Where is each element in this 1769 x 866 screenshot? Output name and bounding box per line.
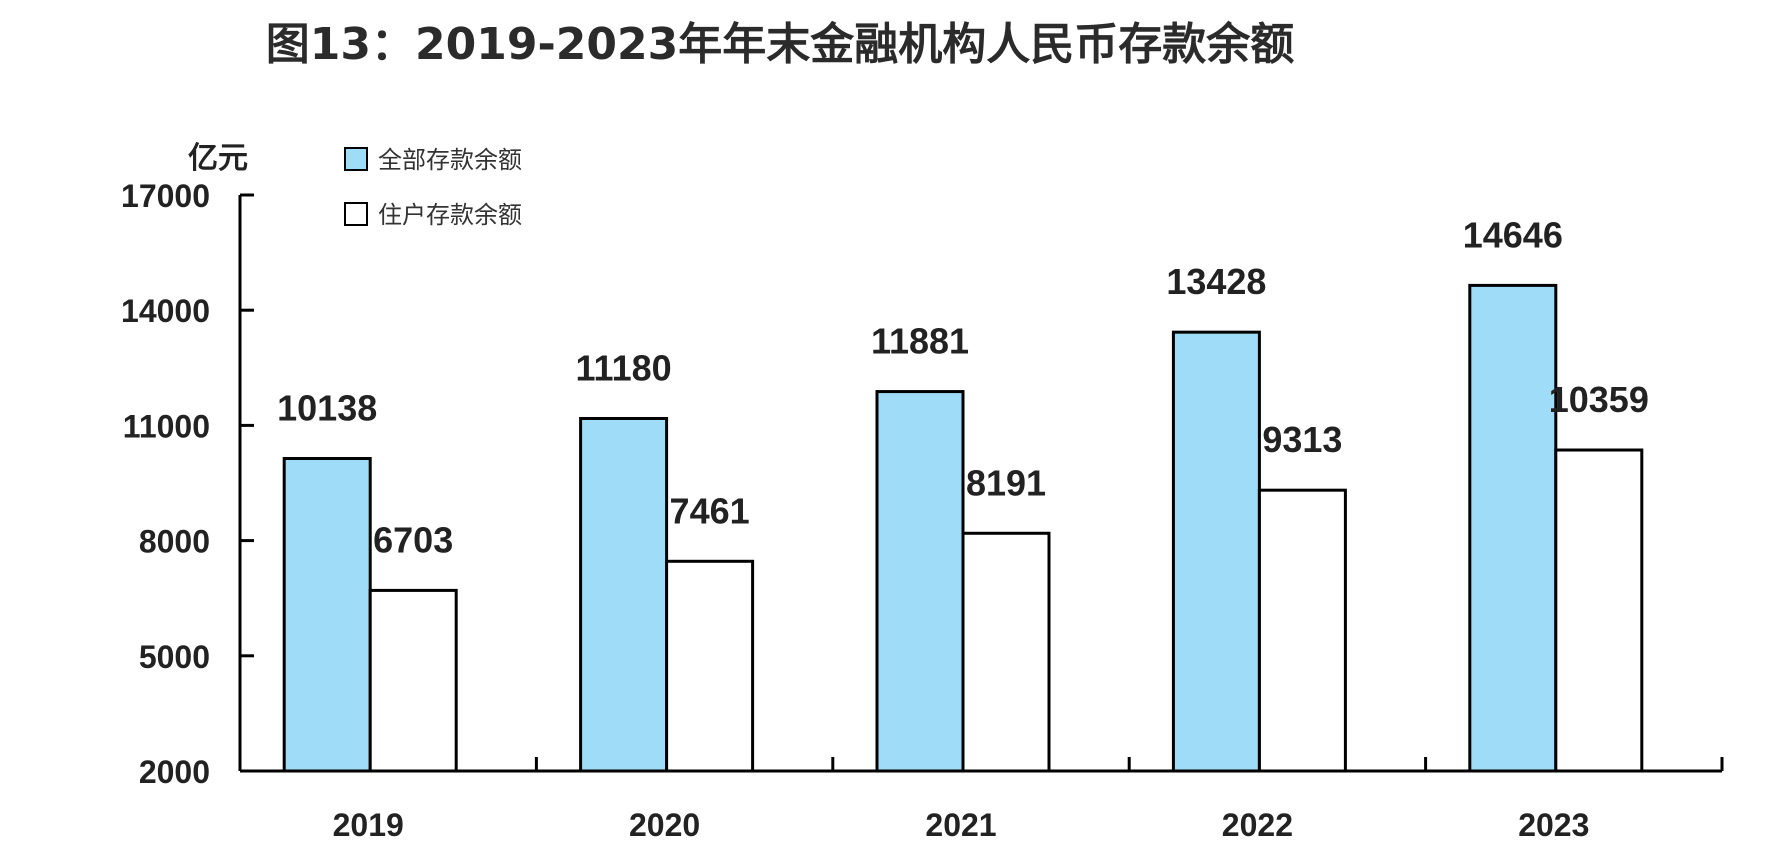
- legend-label-household-deposits: 住户存款余额: [378, 201, 522, 229]
- bar-household-deposits: [1257, 488, 1347, 773]
- y-tick-label: 11000: [123, 408, 210, 444]
- x-tick-label: 2023: [1518, 807, 1589, 843]
- bar-household-deposits: [368, 588, 458, 773]
- legend-swatch-total-deposits: [344, 147, 368, 171]
- bar-household-deposits: [1554, 448, 1644, 773]
- data-label: 8191: [966, 462, 1046, 503]
- data-label: 10138: [277, 388, 377, 429]
- bar-household-deposits: [961, 531, 1051, 773]
- value-labels: 10138 6703 11180 7461 11881 8191 13428 9313 1464…: [277, 214, 1649, 560]
- data-label: 11180: [576, 347, 672, 388]
- data-label: 6703: [373, 519, 453, 560]
- data-label: 9313: [1262, 419, 1342, 460]
- bars: [282, 283, 1644, 773]
- y-tick-label: 2000: [139, 754, 210, 790]
- bar-total-deposits: [282, 457, 372, 773]
- data-label: 10359: [1549, 379, 1649, 420]
- legend: 全部存款余额 住户存款余额: [344, 146, 522, 229]
- y-tick-label: 8000: [139, 524, 210, 560]
- data-label: 13428: [1166, 261, 1266, 302]
- data-label: 7461: [670, 490, 750, 531]
- legend-label-total-deposits: 全部存款余额: [378, 146, 522, 174]
- y-tick-label: 17000: [121, 178, 210, 214]
- x-tick-label: 2020: [629, 807, 700, 843]
- bar-total-deposits: [1468, 283, 1558, 773]
- legend-swatch-household-deposits: [344, 202, 368, 226]
- chart-title: 图13：2019-2023年年末金融机构人民币存款余额: [265, 19, 1295, 70]
- bar-total-deposits: [1171, 330, 1261, 773]
- bar-household-deposits: [665, 559, 755, 773]
- x-tick-label: 2019: [333, 807, 404, 843]
- x-tick-label: 2021: [925, 807, 996, 843]
- y-tick-label: 14000: [121, 293, 210, 329]
- y-tick-label: 5000: [139, 639, 210, 675]
- bar-total-deposits: [875, 390, 965, 773]
- y-axis-unit-label: 亿元: [188, 141, 248, 176]
- data-label: 11881: [871, 321, 969, 362]
- bar-total-deposits: [579, 416, 669, 773]
- x-tick-label: 2022: [1222, 807, 1293, 843]
- data-label: 14646: [1463, 214, 1563, 255]
